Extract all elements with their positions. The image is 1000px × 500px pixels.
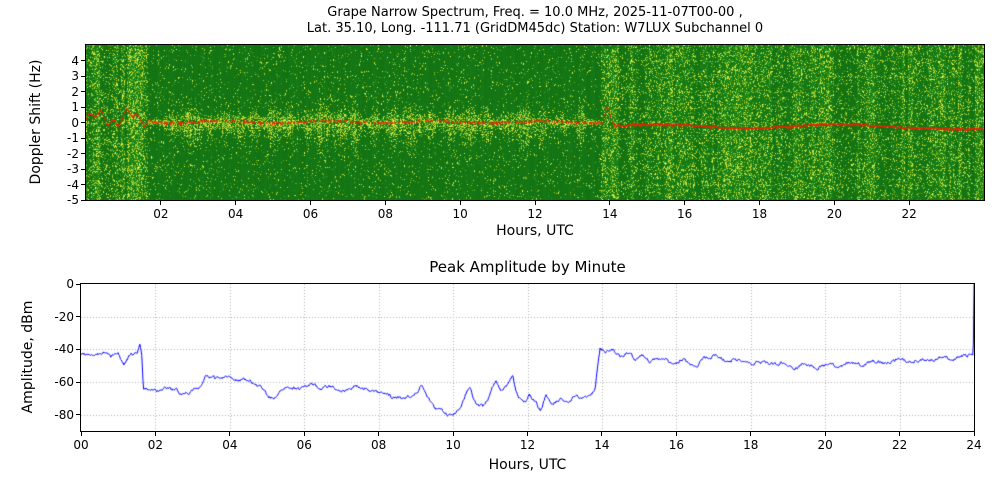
y-tick-label: -2 [67,146,79,161]
spectrogram-title-line1: Grape Narrow Spectrum, Freq. = 10.0 MHz,… [327,5,743,20]
x-tick-mark [833,201,835,205]
x-tick-label: 16 [677,207,693,221]
x-tick-label: 20 [826,207,842,221]
x-tick-mark [452,432,454,436]
y-tick-label: -5 [67,193,79,207]
y-tick-label: -3 [67,162,79,176]
x-tick-mark [229,432,231,436]
y-tick-mark [81,122,85,123]
x-tick-mark [310,201,311,205]
x-tick-label: 04 [228,207,244,221]
y-tick-mark [81,199,85,201]
x-tick-label: 22 [901,207,917,221]
x-tick-mark [384,201,386,205]
x-tick-mark [534,201,536,205]
x-tick-mark [303,432,305,436]
y-tick-label: 1 [71,100,79,114]
y-tick-label: 2 [71,84,79,99]
y-tick-label: 4 [71,53,79,68]
y-tick-label: -4 [67,177,79,192]
x-tick-label: 20 [817,438,833,452]
x-tick-mark [160,201,162,205]
y-tick-mark [81,168,85,170]
y-tick-mark [81,75,85,77]
y-tick-mark [76,348,80,350]
spectrogram-canvas [86,45,984,200]
x-tick-label: 08 [377,207,393,221]
y-tick-label: 0 [66,277,74,291]
y-tick-label: -80 [54,407,74,422]
spectrogram-title: Grape Narrow Spectrum, Freq. = 10.0 MHz,… [85,5,985,37]
amplitude-plot-area [80,283,975,432]
amplitude-xlabel: Hours, UTC [488,457,567,473]
x-tick-mark [824,432,826,436]
x-tick-label: 06 [302,207,319,221]
x-tick-label: 00 [73,438,89,452]
amplitude-canvas [81,284,974,431]
x-tick-mark [899,432,901,436]
x-tick-mark [609,201,611,205]
spectrogram-xlabel: Hours, UTC [496,223,574,239]
y-tick-label: -20 [54,309,74,324]
x-tick-label: 04 [222,438,238,452]
y-tick-mark [81,153,85,154]
x-tick-mark [973,432,975,436]
y-tick-mark [76,283,80,285]
y-tick-label: -40 [54,342,74,357]
x-tick-mark [759,201,760,205]
x-tick-mark [908,201,910,205]
x-tick-label: 06 [296,438,312,452]
y-tick-label: 0 [71,115,79,130]
spectrogram-plot-area [85,44,985,201]
x-tick-mark [459,201,461,205]
x-tick-label: 18 [751,207,768,221]
y-tick-mark [76,414,80,416]
y-tick-mark [81,91,85,92]
x-tick-label: 24 [966,438,982,452]
amplitude-ylabel: Amplitude, dBm [20,300,36,414]
x-tick-mark [378,432,380,436]
y-tick-mark [81,184,85,185]
y-tick-mark [81,106,85,108]
x-tick-label: 16 [668,438,684,452]
y-tick-label: 3 [71,69,79,83]
x-tick-mark [527,432,528,436]
x-tick-label: 02 [153,207,169,221]
x-tick-mark [684,201,686,205]
x-tick-mark [601,432,603,436]
y-tick-mark [76,316,80,318]
y-tick-mark [76,381,80,383]
spectrogram-title-line2: Lat. 35.10, Long. -111.71 (GridDM45dc) S… [306,21,764,36]
x-tick-label: 12 [519,438,536,452]
x-tick-label: 14 [602,207,618,221]
x-tick-mark [675,432,677,436]
x-tick-label: 18 [743,438,759,452]
x-tick-label: 10 [452,207,468,221]
x-tick-mark [80,432,82,436]
x-tick-mark [235,201,237,205]
x-tick-label: 14 [594,438,610,452]
y-tick-mark [81,60,85,61]
y-tick-label: -1 [67,131,79,145]
x-tick-label: 08 [371,438,387,452]
x-tick-label: 22 [891,438,908,452]
y-tick-mark [81,137,85,139]
x-tick-mark [750,432,752,436]
x-tick-label: 02 [147,438,164,452]
spectrogram-ylabel: Doppler Shift (Hz) [28,59,44,185]
x-tick-mark [154,432,156,436]
x-tick-label: 12 [527,207,543,221]
x-tick-label: 10 [445,438,461,452]
amplitude-title: Peak Amplitude by Minute [429,258,626,276]
y-tick-label: -60 [54,375,74,389]
